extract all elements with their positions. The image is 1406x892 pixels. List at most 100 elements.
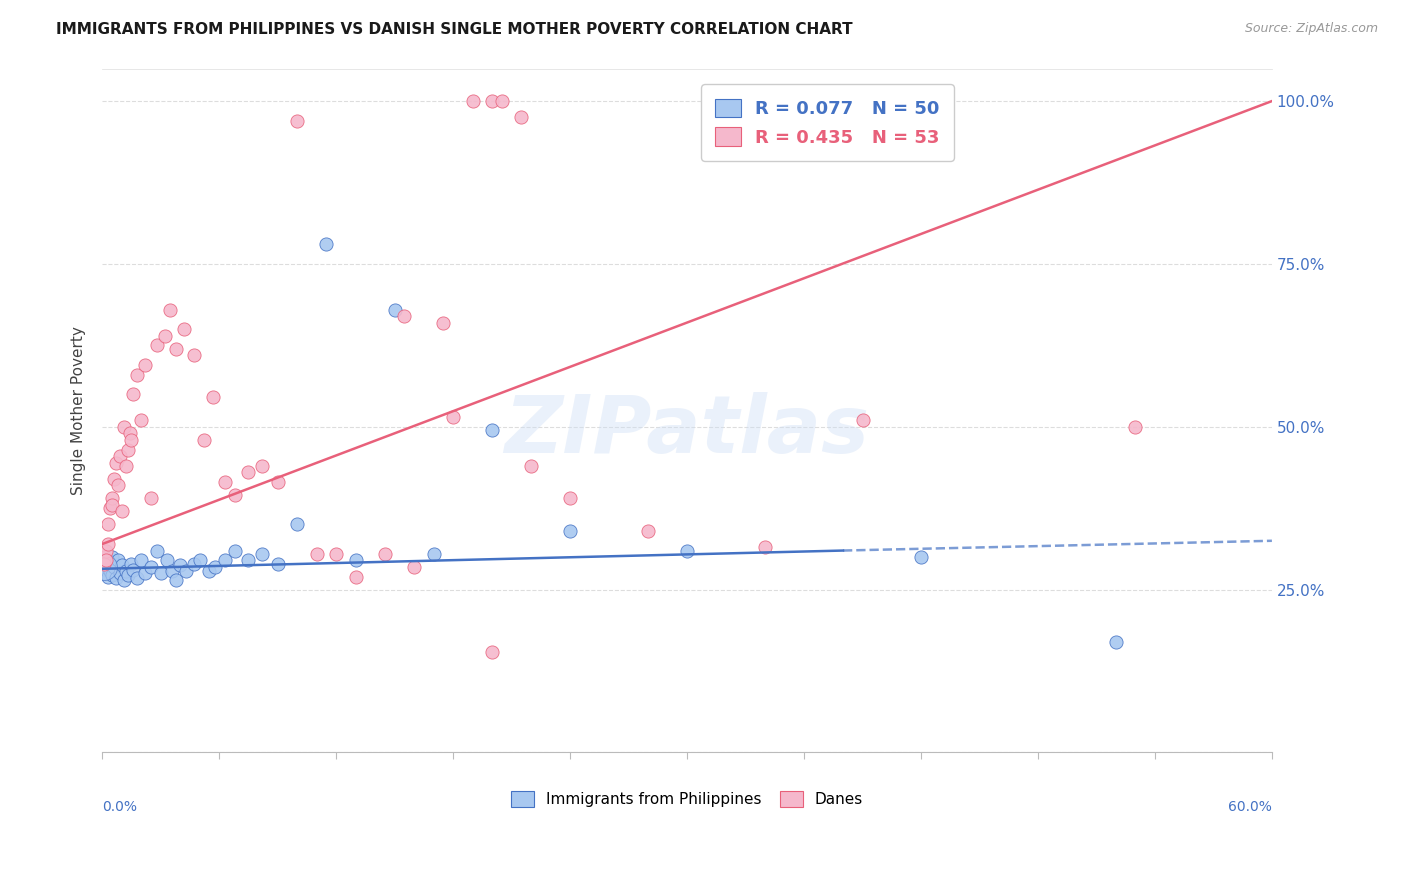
Point <box>98 501 121 516</box>
Point <box>481 94 503 108</box>
Point <box>198 565 221 579</box>
Point <box>224 488 246 502</box>
Point <box>122 387 145 401</box>
Point <box>93 557 115 571</box>
Point <box>111 504 134 518</box>
Point <box>266 475 288 490</box>
Point <box>520 458 543 473</box>
Point <box>224 543 246 558</box>
Point <box>404 559 426 574</box>
Point <box>122 563 145 577</box>
Point <box>146 543 169 558</box>
Point <box>103 559 125 574</box>
Point <box>165 342 187 356</box>
Text: Source: ZipAtlas.com: Source: ZipAtlas.com <box>1244 22 1378 36</box>
Text: 60.0%: 60.0% <box>1227 800 1272 814</box>
Point <box>183 557 205 571</box>
Point <box>117 442 139 457</box>
Point <box>315 237 337 252</box>
Point <box>754 541 776 555</box>
Point <box>134 566 156 581</box>
Point <box>101 491 124 506</box>
Point <box>120 557 142 571</box>
Point <box>325 547 347 561</box>
Point <box>238 466 260 480</box>
Point <box>101 498 124 512</box>
Point <box>117 568 139 582</box>
Point <box>461 94 484 108</box>
Point <box>238 553 260 567</box>
Legend: Immigrants from Philippines, Danes: Immigrants from Philippines, Danes <box>505 785 869 814</box>
Point <box>93 559 115 574</box>
Point <box>344 569 367 583</box>
Point <box>174 565 197 579</box>
Point <box>193 433 215 447</box>
Point <box>1125 419 1147 434</box>
Point <box>441 410 464 425</box>
Point <box>374 547 396 561</box>
Point <box>93 566 115 581</box>
Point <box>394 309 416 323</box>
Point <box>214 553 236 567</box>
Point <box>93 559 115 574</box>
Point <box>510 111 533 125</box>
Point <box>910 550 932 565</box>
Point <box>305 547 328 561</box>
Point <box>93 550 115 565</box>
Point <box>108 566 131 581</box>
Point <box>558 524 581 538</box>
Point <box>285 517 308 532</box>
Point <box>832 94 855 108</box>
Point <box>103 472 125 486</box>
Point <box>188 553 211 567</box>
Point <box>155 553 177 567</box>
Point <box>153 328 176 343</box>
Point <box>104 571 127 585</box>
Point <box>118 426 141 441</box>
Point <box>107 553 129 567</box>
Point <box>491 94 513 108</box>
Point <box>481 423 503 437</box>
Point <box>139 491 162 506</box>
Point <box>204 559 226 574</box>
Point <box>432 316 454 330</box>
Point <box>114 565 136 579</box>
Text: IMMIGRANTS FROM PHILIPPINES VS DANISH SINGLE MOTHER POVERTY CORRELATION CHART: IMMIGRANTS FROM PHILIPPINES VS DANISH SI… <box>56 22 853 37</box>
Point <box>97 553 120 567</box>
Point <box>97 517 120 532</box>
Y-axis label: Single Mother Poverty: Single Mother Poverty <box>72 326 86 495</box>
Point <box>344 553 367 567</box>
Point <box>173 322 195 336</box>
Point <box>285 113 308 128</box>
Point <box>108 449 131 463</box>
Point <box>98 565 121 579</box>
Point <box>101 550 124 565</box>
Point <box>169 558 191 572</box>
Point <box>165 573 187 587</box>
Point <box>266 557 288 571</box>
Point <box>101 568 124 582</box>
Point <box>114 458 136 473</box>
Point <box>159 302 181 317</box>
Point <box>127 571 149 585</box>
Point <box>104 456 127 470</box>
Point <box>202 391 225 405</box>
Point <box>637 524 659 538</box>
Point <box>422 547 444 561</box>
Point <box>129 413 152 427</box>
Point <box>97 569 120 583</box>
Point <box>558 491 581 506</box>
Point <box>112 573 135 587</box>
Point <box>107 478 129 492</box>
Point <box>481 644 503 658</box>
Point <box>146 338 169 352</box>
Point <box>134 358 156 372</box>
Point <box>98 562 121 576</box>
Point <box>183 348 205 362</box>
Point <box>97 537 120 551</box>
Point <box>149 566 172 581</box>
Point <box>250 458 273 473</box>
Point <box>250 547 273 561</box>
Point <box>94 563 117 577</box>
Point <box>129 553 152 567</box>
